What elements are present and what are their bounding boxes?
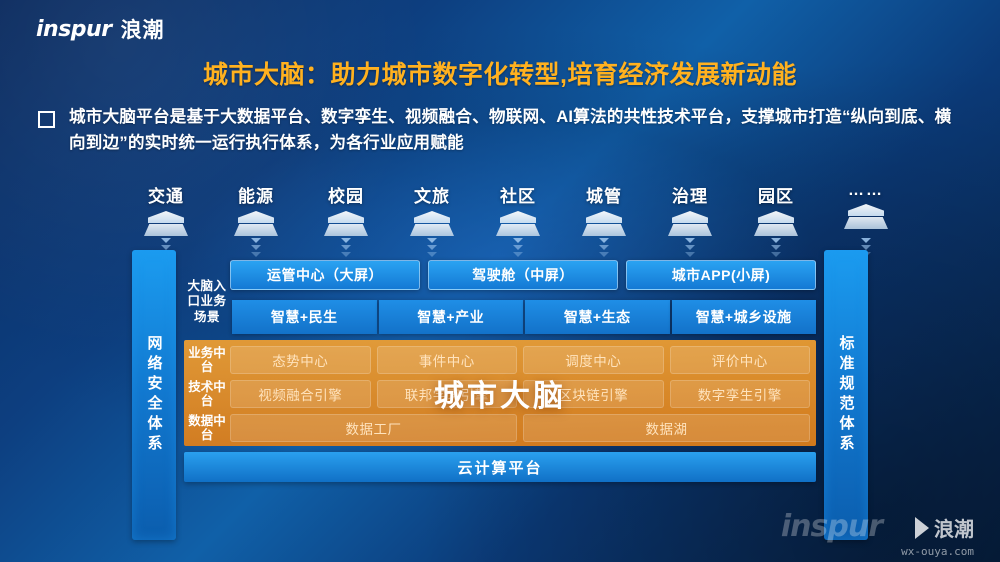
- scenes-row: 智慧+民生 智慧+产业 智慧+生态 智慧+城乡设施: [184, 300, 816, 334]
- connector-arrow: [644, 238, 736, 257]
- connector-arrow: [300, 238, 392, 257]
- building-icon: [234, 211, 278, 237]
- pillar-left-label: 网络安全体系: [145, 335, 163, 455]
- bullet-square-icon: [38, 111, 55, 128]
- building-icon: [144, 211, 188, 237]
- platform-cell-data-lake[interactable]: 数据湖: [523, 413, 810, 442]
- platform-row-cells: 态势中心 事件中心 调度中心 评价中心: [230, 346, 816, 375]
- bullet-text: 城市大脑平台是基于大数据平台、数字孪生、视频融合、物联网、AI算法的共性技术平台…: [69, 108, 952, 152]
- page-title: 城市大脑：助力城市数字化转型,培育经济发展新动能: [203, 61, 797, 89]
- connector-arrow: [730, 238, 822, 257]
- domain-item-6[interactable]: 治理: [644, 182, 736, 237]
- watermark-langchao: 浪潮: [915, 513, 974, 542]
- platform-row-tag: 数据中台: [188, 413, 226, 442]
- domain-label: 社区: [500, 187, 536, 206]
- domain-label: 治理: [672, 187, 708, 206]
- domain-label: 城管: [586, 187, 622, 206]
- platform-cell-event-center[interactable]: 事件中心: [376, 346, 517, 374]
- platform-row-data: 数据中台 数据工厂 数据湖: [184, 413, 816, 443]
- platform-cell-dispatch-center[interactable]: 调度中心: [523, 346, 664, 374]
- brand-logo-en: inspur: [36, 16, 112, 42]
- domain-item-2[interactable]: 校园: [300, 182, 392, 237]
- domain-item-1[interactable]: 能源: [210, 182, 302, 237]
- brand-logo: inspur 浪潮: [36, 14, 165, 44]
- domain-label: ……: [848, 182, 884, 199]
- building-icon: [668, 211, 712, 237]
- pillar-right-label: 标准规范体系: [837, 335, 855, 455]
- scene-chip-urban-rural[interactable]: 智慧+城乡设施: [671, 300, 816, 334]
- platform-row-tag: 业务中台: [188, 346, 226, 375]
- connector-arrow: [210, 238, 302, 257]
- architecture-board: 网络安全体系 标准规范体系 大脑入口业务场景 运管中心（大屏） 驾驶舱（中屏） …: [132, 250, 868, 540]
- platform-row-cells: 数据工厂 数据湖: [230, 413, 816, 443]
- scene-chip-ecology[interactable]: 智慧+生态: [525, 300, 670, 334]
- domain-item-5[interactable]: 城管: [558, 182, 650, 237]
- platform-cell-federated-learning-engine[interactable]: 联邦学习引擎: [376, 379, 517, 408]
- scenes-list: 智慧+民生 智慧+产业 智慧+生态 智慧+城乡设施: [232, 300, 816, 334]
- connector-arrow: [472, 238, 564, 257]
- platform-cell-blockchain-engine[interactable]: 区块链引擎: [523, 379, 664, 408]
- platform-cell-evaluation-center[interactable]: 评价中心: [669, 346, 810, 374]
- connector-arrow: [558, 238, 650, 257]
- screen-chip-city-app[interactable]: 城市APP(小屏): [626, 260, 816, 290]
- connector-arrow: [386, 238, 478, 257]
- domain-item-4[interactable]: 社区: [472, 182, 564, 237]
- watermark-url: wx-ouya.com: [901, 545, 974, 558]
- domain-label: 交通: [148, 187, 184, 206]
- scenes-row-spacer: [184, 300, 230, 334]
- scene-chip-livelihood[interactable]: 智慧+民生: [232, 300, 377, 334]
- cloud-platform-bar: 云计算平台: [184, 452, 816, 483]
- middle-platform: 业务中台 态势中心 事件中心 调度中心 评价中心 技术中台 视频融合引擎 联邦学…: [184, 340, 816, 447]
- platform-row-cells: 视频融合引擎 联邦学习引擎 区块链引擎 数字孪生引擎: [230, 379, 816, 409]
- pillar-standard-spec: 标准规范体系: [824, 250, 868, 540]
- watermark-langchao-label: 浪潮: [934, 519, 974, 541]
- screens-row: 运管中心（大屏） 驾驶舱（中屏） 城市APP(小屏): [184, 250, 816, 290]
- board-inner: 运管中心（大屏） 驾驶舱（中屏） 城市APP(小屏) 智慧+民生 智慧+产业 智…: [184, 250, 816, 540]
- platform-row-tag: 技术中台: [188, 379, 226, 409]
- screens-list: 运管中心（大屏） 驾驶舱（中屏） 城市APP(小屏): [230, 260, 816, 290]
- domain-label: 校园: [328, 187, 364, 206]
- building-icon: [844, 204, 888, 230]
- building-icon: [582, 211, 626, 237]
- scene-chip-industry[interactable]: 智慧+产业: [378, 300, 523, 334]
- domain-item-7[interactable]: 园区: [730, 182, 822, 237]
- triangle-icon: [915, 516, 929, 539]
- brand-logo-cn: 浪潮: [120, 19, 165, 42]
- domain-item-0[interactable]: 交通: [120, 182, 212, 237]
- platform-row-tech: 技术中台 视频融合引擎 联邦学习引擎 区块链引擎 数字孪生引擎: [184, 379, 816, 409]
- pillar-network-security: 网络安全体系: [132, 250, 176, 540]
- building-icon: [496, 211, 540, 237]
- platform-cell-situation-center[interactable]: 态势中心: [230, 346, 371, 374]
- platform-cell-video-fusion-engine[interactable]: 视频融合引擎: [230, 379, 371, 408]
- platform-cell-digital-twin-engine[interactable]: 数字孪生引擎: [669, 379, 810, 408]
- domain-item-8[interactable]: ……: [820, 182, 912, 230]
- building-icon: [410, 211, 454, 237]
- platform-row-business: 业务中台 态势中心 事件中心 调度中心 评价中心: [184, 346, 816, 375]
- domain-label: 文旅: [414, 187, 450, 206]
- building-icon: [754, 211, 798, 237]
- platform-cell-data-factory[interactable]: 数据工厂: [230, 413, 517, 442]
- bullet-paragraph: 城市大脑平台是基于大数据平台、数字孪生、视频融合、物联网、AI算法的共性技术平台…: [38, 105, 968, 156]
- watermark-inspur: inspur: [780, 509, 883, 544]
- screens-row-spacer: [184, 260, 230, 290]
- domain-item-3[interactable]: 文旅: [386, 182, 478, 237]
- entry-scene-label: 大脑入口业务场景: [187, 278, 227, 324]
- screen-chip-operation-center[interactable]: 运管中心（大屏）: [230, 260, 420, 290]
- connector-arrow-row: [120, 238, 920, 260]
- domain-icon-row: 交通 能源 校园 文旅 社区 城管 治理 园区: [120, 182, 920, 242]
- domain-label: 园区: [758, 187, 794, 206]
- domain-label: 能源: [238, 187, 274, 206]
- building-icon: [324, 211, 368, 237]
- screen-chip-cockpit[interactable]: 驾驶舱（中屏）: [428, 260, 618, 290]
